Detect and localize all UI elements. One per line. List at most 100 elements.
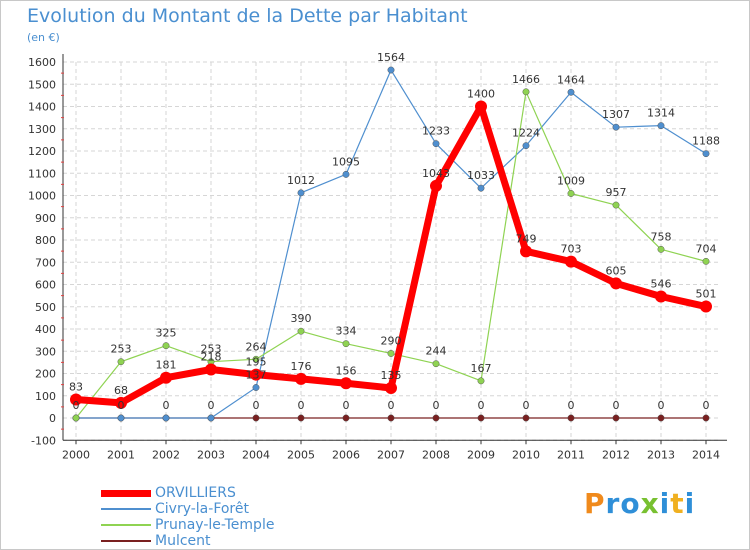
data-label: 0 bbox=[118, 399, 125, 412]
data-point bbox=[612, 201, 620, 209]
data-point bbox=[252, 414, 260, 422]
y-tick-label: 1500 bbox=[28, 78, 56, 91]
legend-item-mulcent: Mulcent bbox=[101, 533, 274, 549]
legend-label: ORVILLIERS bbox=[155, 485, 236, 501]
data-point bbox=[702, 257, 710, 265]
data-label: 0 bbox=[658, 399, 665, 412]
y-tick-label: 700 bbox=[35, 256, 56, 269]
legend-item-orvilliers: ORVILLIERS bbox=[101, 485, 274, 501]
data-point bbox=[432, 360, 440, 368]
x-tick-label: 2009 bbox=[467, 448, 495, 461]
data-point bbox=[567, 414, 575, 422]
data-point bbox=[610, 277, 622, 290]
data-label: 290 bbox=[381, 334, 402, 347]
data-point bbox=[657, 245, 665, 253]
data-label: 501 bbox=[696, 288, 717, 301]
data-label: 135 bbox=[381, 369, 402, 382]
data-label: 0 bbox=[568, 399, 575, 412]
y-tick-label: 1600 bbox=[28, 56, 56, 69]
y-tick-label: 800 bbox=[35, 234, 56, 247]
data-label: 0 bbox=[298, 399, 305, 412]
data-point bbox=[432, 140, 440, 148]
chart-title: Evolution du Montant de la Dette par Hab… bbox=[27, 5, 468, 27]
data-point bbox=[250, 368, 262, 381]
data-label: 1009 bbox=[557, 174, 585, 187]
x-tick-label: 2007 bbox=[377, 448, 405, 461]
x-tick-label: 2008 bbox=[422, 448, 450, 461]
x-tick-label: 2002 bbox=[152, 448, 180, 461]
data-point bbox=[477, 414, 485, 422]
data-label: 1400 bbox=[467, 88, 495, 101]
data-label: 0 bbox=[703, 399, 710, 412]
logo-letter: P bbox=[584, 487, 606, 520]
data-point bbox=[115, 396, 127, 409]
data-point bbox=[477, 377, 485, 385]
data-point bbox=[162, 342, 170, 350]
data-label: 758 bbox=[651, 230, 672, 243]
legend-item-prunay: Prunay-le-Temple bbox=[101, 517, 274, 533]
y-tick-label: 100 bbox=[35, 390, 56, 403]
data-label: 181 bbox=[156, 359, 177, 372]
data-label: 0 bbox=[73, 399, 80, 412]
data-point bbox=[295, 372, 307, 385]
data-point bbox=[657, 122, 665, 130]
legend-swatch-orvilliers bbox=[101, 489, 151, 497]
data-label: 137 bbox=[246, 369, 267, 382]
x-tick-label: 2004 bbox=[242, 448, 270, 461]
x-tick-label: 2001 bbox=[107, 448, 135, 461]
x-tick-label: 2012 bbox=[602, 448, 630, 461]
data-label: 253 bbox=[201, 343, 222, 356]
chart-legend: ORVILLIERS Civry-la-Forêt Prunay-le-Temp… bbox=[101, 485, 274, 549]
data-point bbox=[387, 66, 395, 74]
data-point bbox=[477, 184, 485, 192]
y-tick-label: 400 bbox=[35, 323, 56, 336]
y-tick-label: 600 bbox=[35, 279, 56, 292]
logo-letter: o bbox=[620, 487, 641, 520]
data-point bbox=[612, 123, 620, 131]
logo-letter: i bbox=[684, 487, 696, 520]
data-label: 0 bbox=[253, 399, 260, 412]
data-point bbox=[340, 377, 352, 390]
data-label: 0 bbox=[613, 399, 620, 412]
data-point bbox=[700, 300, 712, 313]
legend-label: Prunay-le-Temple bbox=[155, 517, 275, 533]
legend-swatch-civry bbox=[101, 508, 151, 510]
data-point bbox=[430, 179, 442, 192]
data-label: 390 bbox=[291, 312, 312, 325]
data-point bbox=[207, 414, 215, 422]
data-point bbox=[70, 393, 82, 406]
data-point bbox=[657, 414, 665, 422]
data-label: 264 bbox=[246, 340, 267, 353]
legend-item-civry: Civry-la-Forêt bbox=[101, 501, 274, 517]
legend-label: Civry-la-Forêt bbox=[155, 501, 249, 517]
data-label: 325 bbox=[156, 327, 177, 340]
y-tick-label: 200 bbox=[35, 368, 56, 381]
data-point bbox=[522, 142, 530, 150]
data-point bbox=[252, 355, 260, 363]
data-point bbox=[567, 190, 575, 197]
y-tick-label: 1300 bbox=[28, 123, 56, 136]
x-tick-label: 2013 bbox=[647, 448, 675, 461]
data-label: 605 bbox=[606, 264, 627, 277]
data-label: 0 bbox=[523, 399, 530, 412]
data-label: 244 bbox=[426, 345, 447, 358]
y-tick-label: 1100 bbox=[28, 167, 56, 180]
legend-swatch-mulcent bbox=[101, 540, 151, 542]
data-point bbox=[342, 414, 350, 422]
data-point bbox=[252, 384, 260, 391]
data-point bbox=[522, 88, 530, 96]
data-point bbox=[72, 414, 80, 422]
x-tick-label: 2014 bbox=[692, 448, 720, 461]
data-point bbox=[432, 414, 440, 422]
y-tick-label: 900 bbox=[35, 212, 56, 225]
data-label: 68 bbox=[114, 384, 128, 397]
logo-letter: r bbox=[605, 487, 621, 520]
x-tick-label: 2003 bbox=[197, 448, 225, 461]
data-point bbox=[297, 414, 305, 422]
x-tick-label: 2010 bbox=[512, 448, 540, 461]
data-label: 0 bbox=[388, 399, 395, 412]
data-label: 167 bbox=[471, 362, 492, 375]
data-label: 83 bbox=[69, 381, 83, 394]
logo-letter: t bbox=[670, 487, 685, 520]
data-point bbox=[387, 414, 395, 422]
